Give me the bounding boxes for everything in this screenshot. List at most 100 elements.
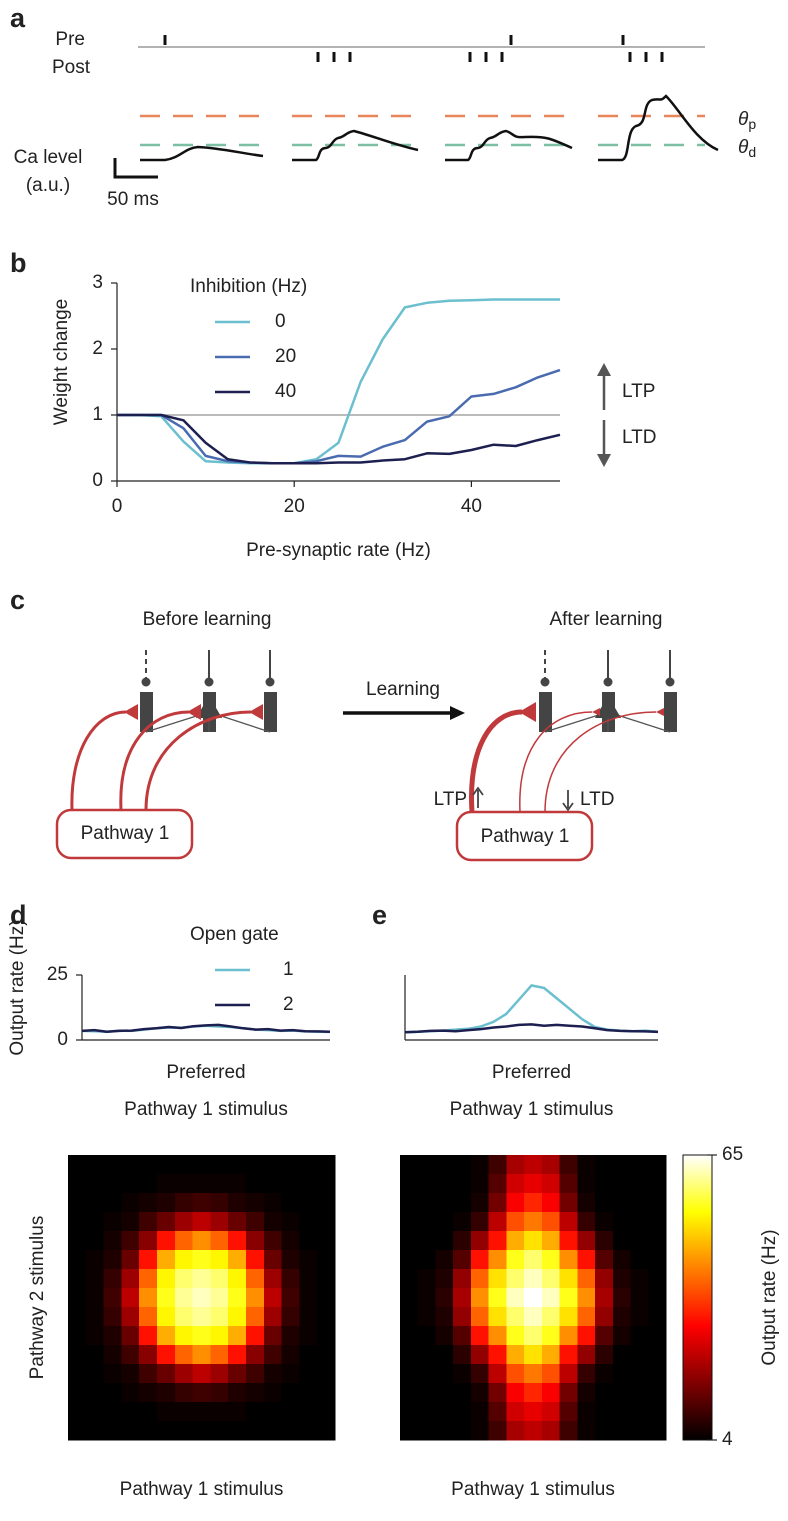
heatmap-cell <box>453 1288 472 1308</box>
heatmap-cell <box>210 1269 229 1289</box>
heatmap-cell <box>630 1421 649 1441</box>
heatmap-cell <box>317 1307 336 1327</box>
heatmap-cell <box>263 1364 283 1384</box>
heatmap-cell <box>263 1155 283 1175</box>
heatmap-cell <box>541 1155 561 1175</box>
heatmap-cell <box>85 1402 105 1422</box>
heatmap-cell <box>246 1288 265 1308</box>
heatmap-cell <box>103 1288 122 1308</box>
heatmap-cell <box>85 1250 105 1270</box>
x-axis-label: Pathway 1 stimulus <box>451 1479 615 1500</box>
heatmap-cell <box>630 1288 649 1308</box>
heatmap-cell <box>246 1212 265 1232</box>
series-line <box>404 1023 659 1034</box>
heatmap-cell <box>228 1364 247 1384</box>
heatmap-cell <box>174 1364 194 1384</box>
heatmap-cell <box>612 1307 632 1327</box>
heatmap-cell <box>400 1402 419 1422</box>
heatmap-cell <box>470 1193 490 1213</box>
heatmap-cell <box>174 1231 194 1251</box>
heatmap-cell <box>246 1155 265 1175</box>
heatmap-cell <box>559 1269 578 1289</box>
heatmap-cell <box>612 1269 632 1289</box>
x-tick-label: 40 <box>461 496 482 517</box>
heatmap-cell <box>139 1269 158 1289</box>
heatmap-cell <box>228 1193 247 1213</box>
heatmap-cell <box>417 1174 436 1194</box>
heatmap-cell <box>648 1174 667 1194</box>
heatmap-cell <box>299 1193 318 1213</box>
heatmap-cell <box>139 1326 158 1346</box>
heatmap-cell <box>174 1307 194 1327</box>
heatmap-cell <box>630 1402 649 1422</box>
heatmap-cell <box>157 1212 176 1232</box>
row-label: Pre <box>55 29 85 50</box>
heatmap-cell <box>612 1155 632 1175</box>
heatmap-cell <box>417 1345 436 1365</box>
heatmap-cell <box>246 1326 265 1346</box>
heatmap-cell <box>192 1345 211 1365</box>
heatmap-cell <box>559 1174 578 1194</box>
heatmap-cell <box>103 1326 122 1346</box>
heatmap-cell <box>541 1383 561 1403</box>
heatmap-cell <box>192 1402 211 1422</box>
heatmap-cell <box>577 1307 596 1327</box>
heatmap-cell <box>506 1364 525 1384</box>
heatmap-cell <box>210 1231 229 1251</box>
heatmap-cell <box>630 1364 649 1384</box>
heatmap-cell <box>559 1288 578 1308</box>
y-tick-label: 25 <box>47 964 68 985</box>
heatmap-cell <box>174 1212 194 1232</box>
heatmap-cell <box>210 1364 229 1384</box>
heatmap-cell <box>612 1345 632 1365</box>
heatmap-cell <box>559 1345 578 1365</box>
heatmap-cell <box>192 1231 211 1251</box>
heatmap-cell <box>68 1288 87 1308</box>
heatmap-cell <box>577 1231 596 1251</box>
heatmap-cell <box>263 1250 283 1270</box>
heatmap-cell <box>648 1345 667 1365</box>
heatmap-cell <box>524 1212 543 1232</box>
heatmap-cell <box>192 1421 211 1441</box>
heatmap-cell <box>524 1402 543 1422</box>
heatmap-cell <box>192 1364 211 1384</box>
panel-label: c <box>10 585 25 615</box>
heatmap-cell <box>317 1364 336 1384</box>
heatmap-cell <box>281 1193 300 1213</box>
heatmap-cell <box>103 1383 122 1403</box>
heatmap-cell <box>488 1250 507 1270</box>
heatmap-cell <box>299 1269 318 1289</box>
heatmap-cell <box>174 1383 194 1403</box>
heatmap-cell <box>139 1364 158 1384</box>
heatmap-cell <box>228 1288 247 1308</box>
heatmap-cell <box>263 1174 283 1194</box>
heatmap-cell <box>648 1193 667 1213</box>
heatmap-cell <box>488 1345 507 1365</box>
heatmap-cell <box>299 1231 318 1251</box>
heatmap-cell <box>68 1364 87 1384</box>
heatmap-cell <box>417 1231 436 1251</box>
heatmap-cell <box>246 1402 265 1422</box>
heatmap-cell <box>68 1269 87 1289</box>
heatmap-cell <box>559 1250 578 1270</box>
heatmap-cell <box>435 1383 454 1403</box>
panel-a: Pre Post θp θd Ca level (a.u.) 50 ms <box>14 29 757 210</box>
heatmap-cell <box>470 1307 490 1327</box>
threshold-label: θd <box>738 137 756 160</box>
heatmap-cell <box>192 1288 211 1308</box>
heatmap-cell <box>157 1155 176 1175</box>
heatmap-cell <box>630 1326 649 1346</box>
heatmap-cell <box>103 1174 122 1194</box>
heatmap-cell <box>139 1231 158 1251</box>
heatmap-cell <box>453 1212 472 1232</box>
diagram-title: After learning <box>549 609 662 630</box>
heatmap-cell <box>228 1231 247 1251</box>
heatmap-cell <box>317 1288 336 1308</box>
heatmap-cell <box>506 1231 525 1251</box>
heatmap-cell <box>85 1364 105 1384</box>
heatmap-cell <box>595 1269 614 1289</box>
heatmap-cell <box>210 1421 229 1441</box>
heatmap-cell <box>577 1421 596 1441</box>
heatmap-cell <box>121 1250 140 1270</box>
heatmap-cell <box>524 1155 543 1175</box>
